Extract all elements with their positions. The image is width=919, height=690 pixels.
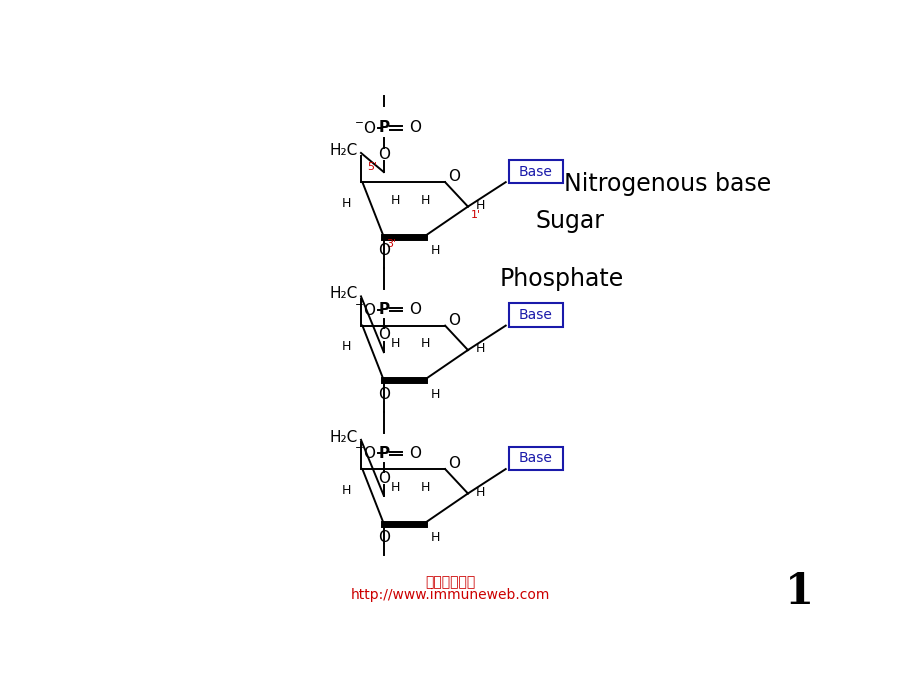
FancyBboxPatch shape	[508, 446, 562, 470]
Text: H: H	[342, 484, 351, 497]
Text: H: H	[420, 194, 429, 207]
Text: O: O	[378, 530, 390, 545]
Text: H: H	[475, 199, 485, 212]
Text: $^{-}$O: $^{-}$O	[354, 445, 376, 461]
Text: P: P	[378, 446, 389, 461]
Text: 1: 1	[784, 571, 813, 613]
Text: O: O	[378, 327, 390, 342]
Text: O: O	[448, 169, 460, 184]
Text: H: H	[342, 340, 351, 353]
Text: H: H	[475, 342, 485, 355]
Text: H: H	[430, 244, 439, 257]
Text: P: P	[378, 302, 389, 317]
Text: H: H	[420, 337, 429, 350]
Text: O: O	[409, 302, 421, 317]
Text: H: H	[430, 388, 439, 401]
Text: H: H	[390, 481, 400, 493]
FancyBboxPatch shape	[508, 160, 562, 184]
Text: O: O	[448, 456, 460, 471]
Text: Base: Base	[518, 308, 552, 322]
Text: H₂C: H₂C	[329, 430, 357, 444]
Text: O: O	[448, 313, 460, 328]
Text: H: H	[390, 194, 400, 207]
Text: H: H	[475, 486, 485, 499]
Text: 5': 5'	[367, 162, 377, 172]
Text: P: P	[378, 121, 389, 135]
Text: 免疫学信息网: 免疫学信息网	[425, 575, 475, 589]
Text: O: O	[378, 471, 390, 486]
Text: O: O	[409, 121, 421, 135]
Text: 3': 3'	[386, 239, 396, 249]
Text: $^{-}$O: $^{-}$O	[354, 120, 376, 136]
Text: H: H	[390, 337, 400, 350]
Text: H₂C: H₂C	[329, 286, 357, 302]
Text: Base: Base	[518, 164, 552, 179]
Text: O: O	[378, 386, 390, 402]
Text: H₂C: H₂C	[329, 143, 357, 158]
Text: $^{-}$O: $^{-}$O	[354, 302, 376, 317]
Text: Sugar: Sugar	[535, 209, 604, 233]
FancyBboxPatch shape	[508, 304, 562, 326]
Text: http://www.immuneweb.com: http://www.immuneweb.com	[350, 588, 550, 602]
Text: O: O	[378, 243, 390, 258]
Text: O: O	[409, 446, 421, 461]
Text: H: H	[420, 481, 429, 493]
Text: Phosphate: Phosphate	[500, 268, 624, 291]
Text: H: H	[342, 197, 351, 210]
Text: H: H	[430, 531, 439, 544]
Text: 1': 1'	[471, 210, 481, 220]
Text: O: O	[378, 147, 390, 162]
Text: Nitrogenous base: Nitrogenous base	[563, 172, 771, 196]
Text: Base: Base	[518, 451, 552, 466]
